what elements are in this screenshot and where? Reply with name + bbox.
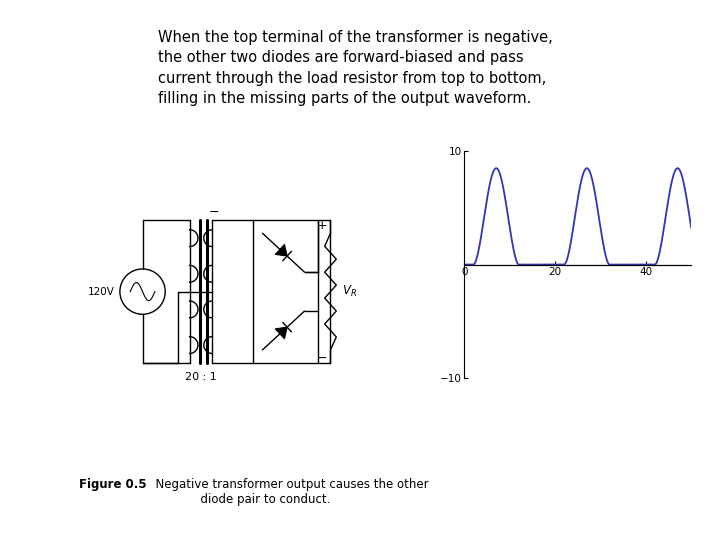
Polygon shape	[275, 245, 287, 256]
Text: 120V: 120V	[88, 287, 115, 296]
Text: −: −	[317, 352, 328, 365]
Text: +: +	[317, 219, 328, 232]
Text: 20 : 1: 20 : 1	[185, 373, 217, 382]
Polygon shape	[275, 327, 287, 339]
Text: Figure 0.5: Figure 0.5	[79, 478, 147, 491]
Text: Negative transformer output causes the other
              diode pair to conduct: Negative transformer output causes the o…	[148, 478, 428, 506]
Text: $V_R$: $V_R$	[342, 284, 357, 299]
Text: −: −	[209, 206, 219, 219]
Text: When the top terminal of the transformer is negative,
the other two diodes are f: When the top terminal of the transformer…	[158, 30, 553, 106]
